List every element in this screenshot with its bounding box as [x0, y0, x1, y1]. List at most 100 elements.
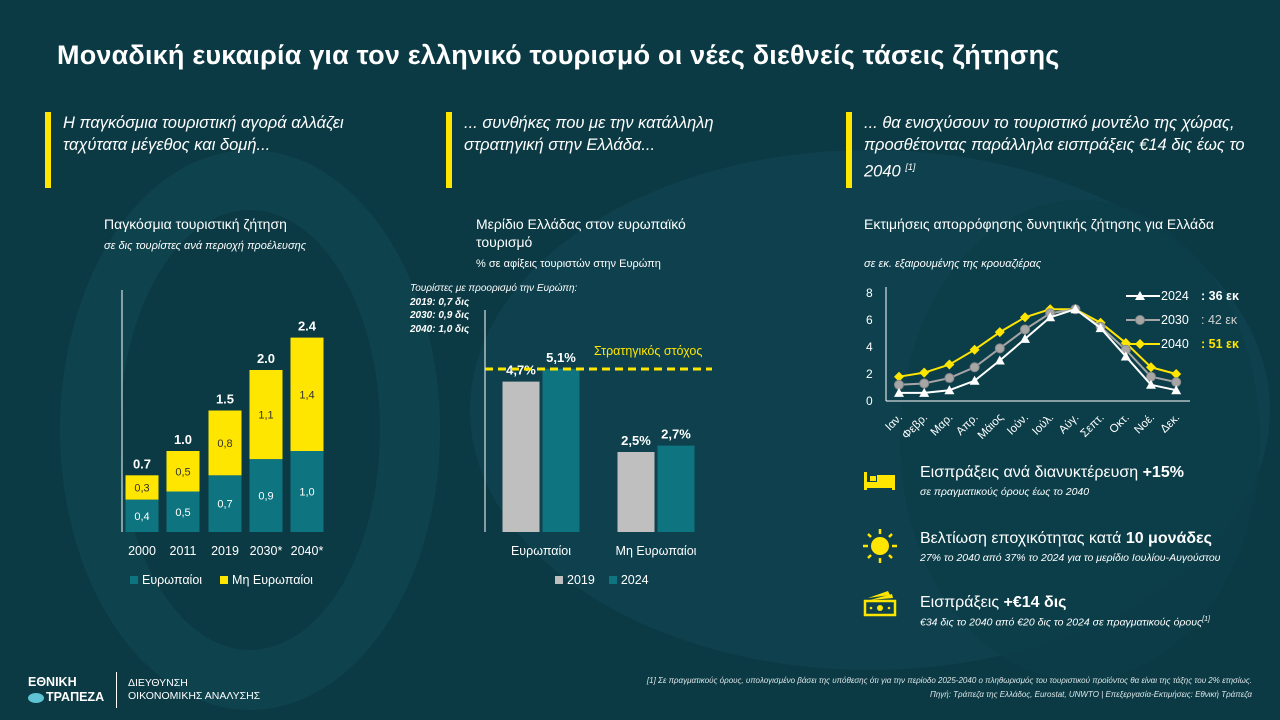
segment-label: 0,5 [175, 466, 190, 478]
total-label: 2.4 [298, 319, 317, 334]
chart3-subtitle: σε εκ. εξαιρουμένης της κρουαζιέρας [864, 258, 1042, 270]
dept-line1: ΔΙΕΥΘΥΝΣΗ [128, 677, 188, 689]
value-label: 4,7% [506, 363, 536, 378]
bar-segment [290, 451, 324, 532]
segment-label: 1,1 [258, 410, 273, 422]
section-header-1: Η παγκόσμια τουριστική αγορά αλλάζει ταχ… [45, 112, 405, 188]
series-line-2024 [899, 308, 1177, 394]
legend-label: Ευρωπαίοι [142, 573, 203, 587]
chart1-legend: Ευρωπαίοι Μη Ευρωπαίοι [130, 573, 313, 587]
legend-swatch [130, 576, 138, 584]
bed-icon [864, 472, 895, 490]
chart1-subtitle: σε δις τουρίστες ανά περιοχή προέλευσης [104, 240, 307, 252]
chart2-legend: 2019 2024 [555, 573, 649, 587]
legend-label: Μη Ευρωπαίοι [232, 573, 313, 587]
marker-triangle [1095, 323, 1106, 333]
x-tick-label: Αύγ. [1057, 412, 1082, 437]
x-tick-label: 2000 [128, 544, 156, 558]
segment-label: 1,4 [299, 389, 314, 401]
x-tick-label: Μάιος [976, 411, 1007, 442]
money-icon [863, 591, 897, 617]
x-tick-label: 2019 [211, 544, 239, 558]
legend-label: 2019 [567, 573, 595, 587]
kpi-revenue-per-night: Εισπράξεις ανά διανυκτέρευση +15% σε πραγ… [862, 464, 1184, 498]
kpi-subtext: 27% το 2040 από 37% το 2024 για το μερίδ… [920, 552, 1221, 564]
marker-diamond [944, 359, 955, 370]
y-tick-label: 6 [866, 313, 873, 327]
total-label: 0.7 [133, 456, 151, 471]
marker-triangle [1070, 304, 1081, 314]
x-tick-label: Μαρ. [929, 412, 956, 439]
target-label: Στρατηγικός στόχος [594, 344, 702, 358]
department: ΔΙΕΥΘΥΝΣΗ ΟΙΚΟΝΟΜΙΚΗΣ ΑΝΑΛΥΣΗΣ [128, 677, 260, 703]
x-tick-label: Σεπτ. [1078, 412, 1106, 440]
x-tick-label: Ευρωπαίοι [511, 544, 571, 558]
marker-triangle [1146, 379, 1156, 389]
segment-label: 0,5 [175, 507, 190, 519]
footnote-ref: [1] [1202, 616, 1210, 623]
marker-diamond [969, 344, 980, 355]
marker-circle [1135, 315, 1145, 325]
note-item: 2030: 0,9 δις [410, 310, 470, 321]
marker-triangle [944, 385, 955, 395]
kpi-text: Βελτίωση εποχικότητας κατά [920, 530, 1122, 547]
bar-segment [166, 491, 200, 532]
legend-total: : 36 εκ [1201, 289, 1239, 303]
bar-segment [125, 499, 159, 532]
kpi-value: 10 μονάδες [1125, 530, 1212, 547]
section-text: ... θα ενισχύσουν το τουριστικό μοντέλο … [864, 114, 1245, 181]
y-tick-label: 0 [866, 394, 873, 408]
x-tick-label: 2011 [170, 544, 197, 558]
legend-total: : 51 εκ [1201, 337, 1239, 351]
marker-diamond [1020, 312, 1030, 323]
note-item: 2019: 0,7 δις [410, 296, 470, 308]
x-tick-label: Δεκ. [1158, 412, 1182, 436]
marker-triangle [1045, 312, 1056, 322]
marker-circle [969, 362, 980, 373]
kpi-text: Εισπράξεις ανά διανυκτέρευση [920, 464, 1139, 481]
marker-triangle [994, 355, 1005, 365]
legend-swatch [220, 576, 229, 584]
marker-triangle [1135, 291, 1145, 300]
background-logo-shape [900, 200, 1260, 680]
x-tick-label: Νοέ. [1132, 412, 1157, 437]
chart3-title: Εκτιμήσεις απορρόφησης δυνητικής ζήτησης… [864, 216, 1215, 232]
segment-label: 0,4 [134, 511, 149, 523]
marker-diamond [1146, 362, 1156, 373]
total-label: 2.0 [257, 351, 275, 366]
footer-divider [116, 672, 117, 708]
kpi-revenue: Εισπράξεις +€14 δις €34 δις το 2040 από €… [862, 591, 1210, 629]
chart2-title: Μερίδιο Ελλάδας στον ευρωπαϊκό τουρισμό [476, 216, 686, 250]
section-text: Η παγκόσμια τουριστική αγορά αλλάζει ταχ… [63, 114, 344, 154]
global-demand-chart: 0,4 0,3 0.7 2000 0,5 0,5 1.0 2011 0,7 0,8 1.5 2019 0… [121, 290, 324, 558]
bar [617, 452, 655, 532]
bar-segment [125, 475, 159, 500]
bar [657, 445, 695, 532]
bar [502, 381, 540, 532]
value-label: 5,1% [546, 350, 576, 365]
marker-circle [919, 378, 930, 389]
marker-triangle [919, 387, 930, 397]
bar-segment [208, 410, 242, 476]
bar [542, 368, 580, 532]
marker-triangle [1171, 385, 1182, 395]
y-tick-label: 2 [866, 367, 873, 381]
greece-share-chart: 4,7% 5,1% Ευρωπαίοι 2,5% 2,7% Μη Ευρωπαίοι Στρ… [484, 310, 712, 558]
total-label: 1.5 [216, 392, 234, 407]
logo-line2: ΤΡΑΠΕΖΑ [46, 690, 105, 704]
bar-segment [208, 475, 242, 532]
note-item: 2040: 1,0 δις [410, 323, 470, 335]
segment-label: 0,8 [217, 438, 232, 450]
marker-triangle [1120, 351, 1131, 361]
bar-segment [166, 451, 200, 492]
logo: ΕΘΝΙΚΗ ΤΡΑΠΕΖΑ [28, 675, 104, 705]
dept-line2: ΟΙΚΟΝΟΜΙΚΗΣ ΑΝΑΛΥΣΗΣ [128, 690, 261, 702]
marker-diamond [1171, 369, 1182, 379]
chart1-title: Παγκόσμια τουριστική ζήτηση [104, 216, 287, 232]
legend-label: 2040 [1161, 337, 1189, 351]
chart2-subtitle: % σε αφίξεις τουριστών στην Ευρώπη [476, 258, 661, 270]
footer-notes: [1] Σε πραγματικούς όρους, υπολογισμένο … [647, 674, 1252, 702]
bar-segment [249, 459, 283, 532]
x-tick-label: Ιούλ. [1030, 412, 1056, 438]
